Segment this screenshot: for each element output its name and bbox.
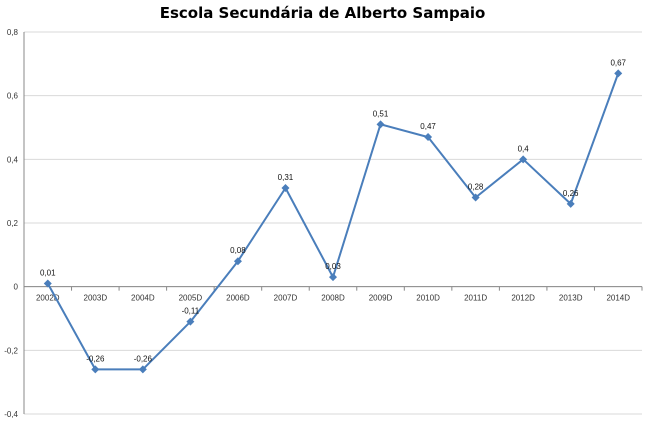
y-tick-label: 0 bbox=[14, 283, 19, 292]
data-label: 0,31 bbox=[278, 173, 294, 182]
data-label: -0,26 bbox=[86, 354, 105, 363]
y-tick-label: 0,8 bbox=[7, 28, 19, 37]
x-tick-label: 2008D bbox=[321, 294, 345, 303]
data-label: -0,26 bbox=[134, 354, 153, 363]
chart-title: Escola Secundária de Alberto Sampaio bbox=[159, 4, 486, 22]
data-point bbox=[138, 365, 147, 374]
data-label: 0,01 bbox=[40, 268, 56, 277]
y-tick-label: -0,2 bbox=[4, 346, 18, 355]
y-tick-label: 0,4 bbox=[7, 155, 19, 164]
data-point bbox=[233, 257, 242, 266]
x-tick-label: 2007D bbox=[274, 294, 298, 303]
data-label: 0,26 bbox=[563, 189, 579, 198]
data-label: -0,11 bbox=[182, 307, 200, 316]
data-label: 0,67 bbox=[610, 58, 626, 67]
x-tick-label: 2013D bbox=[559, 294, 583, 303]
x-tick-label: 2014D bbox=[606, 294, 630, 303]
data-point bbox=[281, 183, 290, 192]
y-tick-label: -0,4 bbox=[4, 410, 18, 419]
x-tick-label: 2004D bbox=[131, 294, 155, 303]
x-tick-label: 2011D bbox=[464, 294, 487, 303]
data-point bbox=[186, 317, 195, 326]
data-label: 0,03 bbox=[325, 262, 341, 271]
data-label: 0,47 bbox=[420, 122, 436, 131]
data-label: 0,4 bbox=[518, 144, 530, 153]
data-point bbox=[471, 193, 480, 202]
data-point bbox=[566, 199, 575, 208]
data-point bbox=[614, 69, 623, 78]
data-label: 0,28 bbox=[468, 183, 484, 192]
y-tick-label: 0,6 bbox=[7, 92, 19, 101]
x-tick-label: 2006D bbox=[226, 294, 250, 303]
x-tick-label: 2009D bbox=[369, 294, 393, 303]
data-point bbox=[91, 365, 100, 374]
y-tick-label: 0,2 bbox=[7, 219, 19, 228]
x-tick-label: 2003D bbox=[84, 294, 108, 303]
data-label: 0,08 bbox=[230, 246, 246, 255]
data-point bbox=[43, 279, 52, 288]
series-line bbox=[46, 73, 620, 371]
data-label: 0,51 bbox=[373, 109, 389, 118]
x-tick-label: 2002D bbox=[36, 294, 60, 303]
x-tick-label: 2005D bbox=[179, 294, 203, 303]
data-point bbox=[424, 133, 433, 142]
data-point bbox=[376, 120, 385, 129]
data-point bbox=[329, 273, 337, 282]
data-point bbox=[519, 155, 528, 164]
x-tick-label: 2010D bbox=[416, 294, 440, 303]
x-tick-label: 2012D bbox=[511, 294, 535, 303]
